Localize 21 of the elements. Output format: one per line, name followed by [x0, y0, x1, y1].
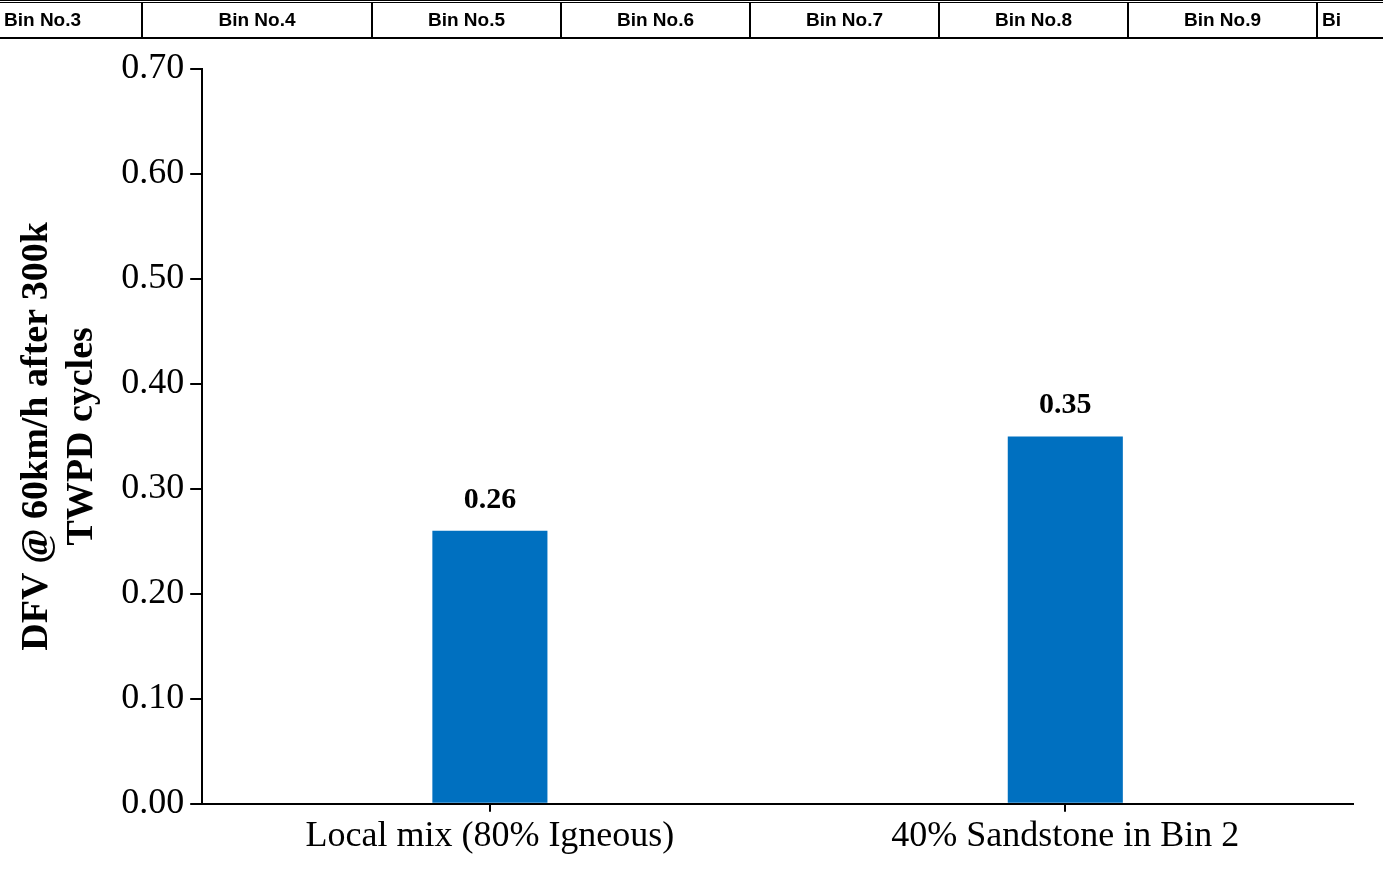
y-tick-label: 0.40	[121, 361, 185, 402]
y-tick-label: 0.30	[121, 466, 185, 507]
text: Bin No.4	[218, 9, 296, 30]
y-tick-label: 0.50	[121, 256, 185, 297]
text: Bin No.6	[616, 9, 695, 30]
x-tick-label: 40% Sandstone in Bin 2	[891, 813, 1240, 854]
y-axis-title: DFV @ 60km/h after 300k TWPD cycles	[12, 221, 101, 651]
data-label: 0.26	[463, 480, 517, 514]
y-tick-label: 0.00	[121, 781, 185, 822]
text: Bin No.5	[427, 9, 506, 30]
text: Bin No.8	[994, 9, 1073, 30]
y-tick-label: 0.20	[121, 571, 185, 612]
data-label: 0.35	[1039, 386, 1092, 420]
text: Bi	[1322, 9, 1341, 30]
text: Bin No.9	[1183, 9, 1262, 30]
y-tick-label: 0.70	[121, 46, 185, 87]
text: Bin No.7	[805, 9, 884, 30]
y-tick-label: 0.10	[121, 676, 185, 717]
y-tick-label: 0.60	[121, 151, 185, 192]
text: Bin No.3	[4, 9, 82, 30]
x-tick-label: Local mix (80% Igneous)	[305, 813, 675, 854]
